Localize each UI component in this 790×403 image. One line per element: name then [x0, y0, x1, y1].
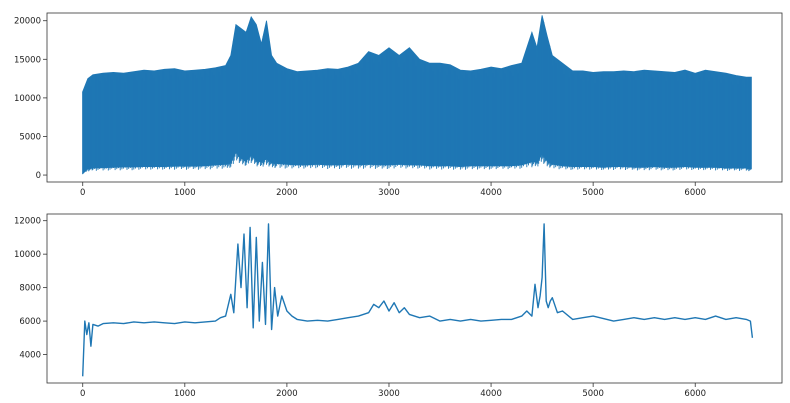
y-tick-label: 4000: [19, 351, 41, 361]
top-chart-panel: 0 1000 2000 3000 4000 5000 6000 0 5000 10000 15000…: [14, 12, 783, 198]
x-tick-label: 1000: [174, 188, 196, 198]
y-tick-label: 15000: [14, 55, 41, 65]
y-tick-label: 10000: [14, 94, 41, 104]
x-tick-label: 2000: [276, 188, 298, 198]
bottom-chart-panel: 0 1000 2000 3000 4000 5000 6000 4000 6000 8000 100…: [14, 213, 783, 399]
x-tick-label: 0: [80, 188, 85, 198]
x-tick-label: 2000: [276, 389, 298, 399]
y-tick-label: 10000: [14, 250, 41, 260]
y-tick-label: 5000: [19, 132, 41, 142]
y-tick-label: 6000: [19, 317, 41, 327]
series-line: [82, 223, 754, 377]
x-tick-label: 6000: [684, 389, 706, 399]
y-tick-label: 12000: [14, 217, 41, 227]
x-tick-label: 3000: [378, 389, 400, 399]
x-tick-label: 3000: [378, 188, 400, 198]
axes-frame: [46, 213, 783, 384]
x-tick-label: 0: [80, 389, 85, 399]
y-tick-label: 20000: [14, 17, 41, 27]
y-tick-label: 0: [36, 171, 41, 181]
x-tick-label: 1000: [174, 389, 196, 399]
x-tick-label: 5000: [582, 188, 604, 198]
y-tick-label: 8000: [19, 284, 41, 294]
x-tick-label: 6000: [684, 188, 706, 198]
x-tick-label: 4000: [480, 389, 502, 399]
series-spikes: [82, 16, 751, 175]
x-tick-label: 4000: [480, 188, 502, 198]
x-tick-label: 5000: [582, 389, 604, 399]
